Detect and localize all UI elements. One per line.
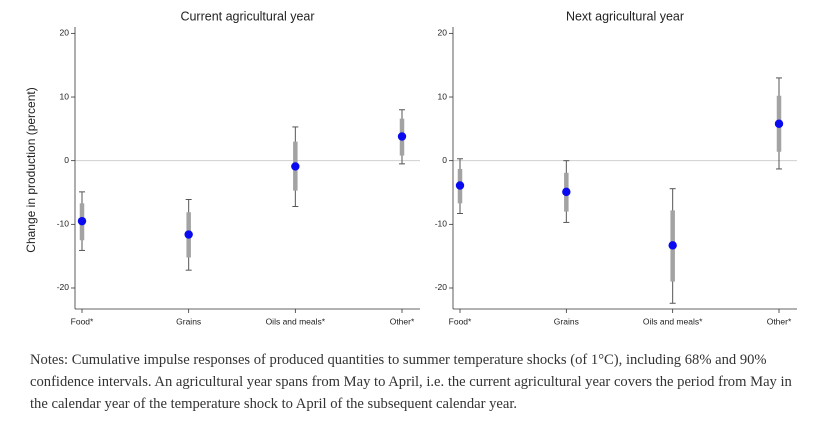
x-tick-label: Grains <box>176 316 201 326</box>
chart: Change in production (percent) Current a… <box>24 9 797 326</box>
chart-title: Current agricultural year <box>180 9 314 23</box>
x-tick-label: Oils and meals* <box>643 316 703 326</box>
point-estimate <box>77 216 87 226</box>
point-estimate <box>668 241 677 250</box>
x-tick-label: Other* <box>767 316 792 326</box>
point-estimate <box>774 119 784 128</box>
point-estimate <box>455 181 465 190</box>
y-tick-label: -10 <box>435 219 448 229</box>
point-estimate <box>184 230 193 239</box>
x-tick-label: Grains <box>554 316 579 326</box>
y-tick-label: 0 <box>64 155 69 165</box>
x-tick-label: Oils and meals* <box>266 316 326 326</box>
x-tick-label: Other* <box>390 316 415 326</box>
point-estimate <box>291 162 300 171</box>
y-tick-label: -20 <box>57 282 70 292</box>
y-tick-label: -20 <box>435 282 448 292</box>
y-tick-label: 20 <box>438 28 448 38</box>
point-estimate <box>397 132 407 141</box>
y-tick-label: 0 <box>442 155 447 165</box>
point-estimate <box>562 187 571 197</box>
y-tick-label: 20 <box>60 28 70 38</box>
y-tick-label: 10 <box>438 91 448 101</box>
y-tick-label: 10 <box>60 91 70 101</box>
notes: Notes: Cumulative impulse responses of p… <box>30 352 792 412</box>
chart-title: Next agricultural year <box>566 9 684 23</box>
y-axis-label: Change in production (percent) <box>24 87 38 252</box>
x-tick-label: Food* <box>449 316 472 326</box>
y-tick-label: -10 <box>57 219 70 229</box>
x-tick-label: Food* <box>71 316 94 326</box>
